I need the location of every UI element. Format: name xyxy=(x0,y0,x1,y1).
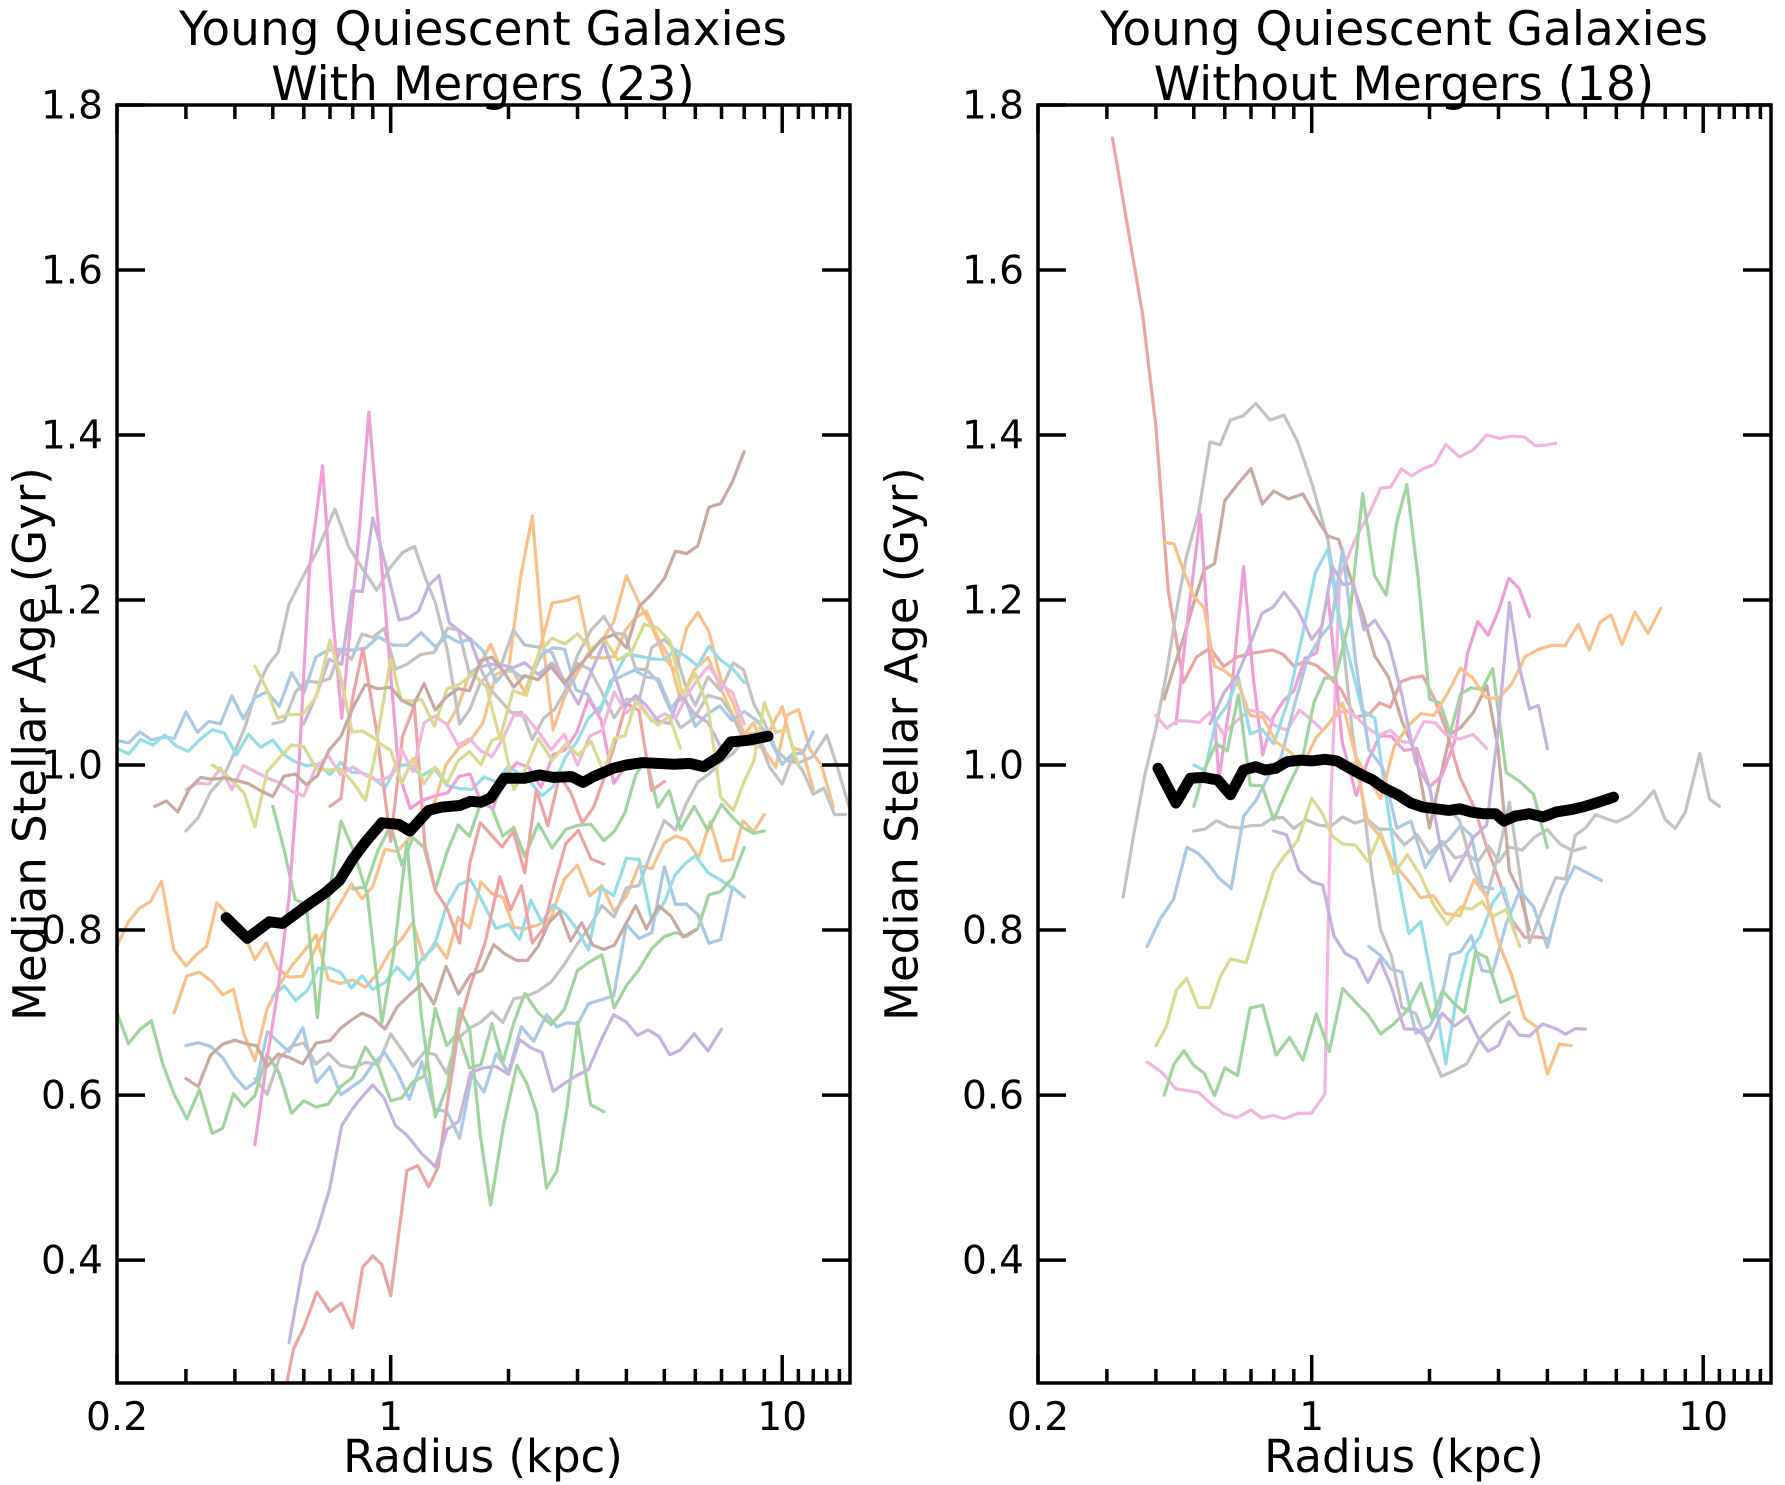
galaxy-profile-line xyxy=(271,626,850,808)
galaxy-profile-line xyxy=(253,410,628,1147)
galaxy-profile-line xyxy=(1145,433,1558,1121)
galaxy-profile-line xyxy=(1154,708,1489,751)
galaxy-profile-line xyxy=(287,1013,724,1345)
galaxy-profile-line xyxy=(253,622,800,812)
galaxy-profile-line xyxy=(210,699,683,829)
galaxy-profile-line xyxy=(1154,796,1522,1048)
left-panel-axes-box xyxy=(115,103,852,1385)
x-tick-label: 10 xyxy=(757,1395,807,1440)
left-panel-galaxy-lines xyxy=(117,410,850,1383)
galaxy-profile-line xyxy=(1192,483,1549,850)
right-panel-median-line xyxy=(1152,753,1619,827)
right-panel-title-line1: Young Quiescent Galaxies xyxy=(1099,2,1709,57)
x-tick-label: 0.2 xyxy=(1007,1395,1069,1440)
galaxy-profile-line xyxy=(117,845,746,1135)
right-panel: 0.2 1 10 0.4 0.6 0.8 1.0 1.2 1.4 1.6 1.8 xyxy=(962,84,1773,1441)
right-panel-ticks xyxy=(1036,103,1771,1383)
galaxy-profile-line xyxy=(184,904,697,1089)
galaxy-profile-line xyxy=(1208,564,1549,883)
y-tick-label: 1.6 xyxy=(41,249,103,294)
left-x-axis-label: Radius (kpc) xyxy=(343,1430,623,1483)
x-tick-label: 10 xyxy=(1678,1395,1728,1440)
left-panel-title: Young Quiescent Galaxies With Mergers (2… xyxy=(103,2,863,112)
left-panel-tick-labels: 0.2 1 10 0.4 0.6 0.8 1.0 1.2 1.4 1.6 1.8 xyxy=(41,84,807,1441)
galaxy-profile-line xyxy=(302,516,724,751)
galaxy-profile-line xyxy=(117,644,746,798)
galaxy-profile-line xyxy=(1444,751,1721,945)
galaxy-profile-line xyxy=(446,594,835,808)
galaxy-profile-line xyxy=(1272,829,1587,1053)
left-y-axis-label: Median Stellar Age (Gyr) xyxy=(3,467,57,1021)
left-panel: 0.2 1 10 0.4 0.6 0.8 1.0 1.2 1.4 1.6 1.8 xyxy=(41,84,852,1441)
y-tick-label: 1.4 xyxy=(41,414,103,459)
x-tick-label: 1 xyxy=(1299,1395,1324,1440)
y-tick-label: 0.8 xyxy=(962,909,1024,954)
galaxy-profile-line xyxy=(1121,401,1511,1078)
y-tick-label: 0.6 xyxy=(962,1074,1024,1119)
right-panel-title: Young Quiescent Galaxies Without Mergers… xyxy=(1024,2,1784,112)
galaxy-profile-line xyxy=(1174,512,1532,797)
y-tick-label: 0.8 xyxy=(41,909,103,954)
y-tick-label: 1.8 xyxy=(962,84,1024,129)
right-panel-tick-labels: 0.2 1 10 0.4 0.6 0.8 1.0 1.2 1.4 1.6 1.8 xyxy=(962,84,1728,1441)
galaxy-profile-line xyxy=(153,449,746,814)
right-y-axis-label: Median Stellar Age (Gyr) xyxy=(875,467,929,1021)
galaxy-profile-line xyxy=(172,812,766,1063)
y-tick-label: 0.4 xyxy=(962,1239,1024,1284)
y-tick-label: 1.4 xyxy=(962,414,1024,459)
left-panel-ticks xyxy=(115,103,850,1383)
galaxy-profile-line xyxy=(1192,547,1517,1066)
y-tick-label: 0.6 xyxy=(41,1074,103,1119)
galaxy-profile-line xyxy=(1341,761,1573,1076)
y-tick-label: 0.4 xyxy=(41,1239,103,1284)
right-panel-axes-box xyxy=(1036,103,1773,1385)
y-tick-label: 1.6 xyxy=(962,249,1024,294)
y-tick-label: 1.2 xyxy=(962,579,1024,624)
galaxy-profile-line xyxy=(1162,950,1517,1098)
galaxy-profile-line xyxy=(271,804,606,1207)
galaxy-profile-line xyxy=(184,865,746,1140)
right-panel-title-line2: Without Mergers (18) xyxy=(1153,56,1655,112)
galaxy-profile-line xyxy=(1145,547,1495,949)
left-panel-title-line1: Young Quiescent Galaxies xyxy=(178,2,788,57)
left-panel-title-line2: With Mergers (23) xyxy=(271,56,695,112)
left-panel-median-line xyxy=(220,730,774,944)
galaxy-profile-line xyxy=(285,828,606,1383)
galaxy-profile-line xyxy=(351,757,766,892)
right-panel-galaxy-lines xyxy=(1110,136,1721,1121)
y-tick-label: 1.2 xyxy=(41,579,103,624)
y-tick-label: 1.0 xyxy=(962,744,1024,789)
right-x-axis-label: Radius (kpc) xyxy=(1264,1430,1544,1483)
y-tick-label: 1.0 xyxy=(41,744,103,789)
galaxy-profile-line xyxy=(271,854,735,1002)
x-tick-label: 0.2 xyxy=(86,1395,148,1440)
x-tick-label: 1 xyxy=(378,1395,403,1440)
y-tick-label: 1.8 xyxy=(41,84,103,129)
